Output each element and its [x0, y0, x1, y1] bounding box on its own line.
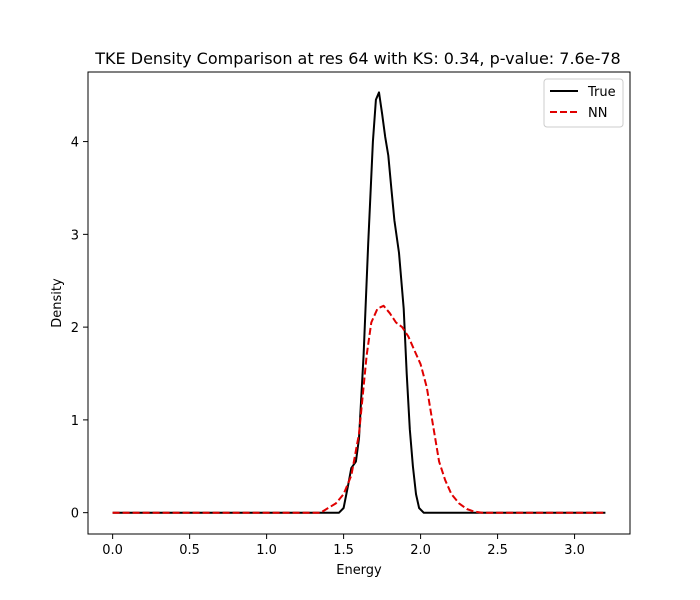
- x-axis-ticks: 0.0 0.5 1.0 1.5 2.0 2.5 3.0: [102, 534, 585, 558]
- y-axis-ticks: 0 1 2 3 4: [71, 136, 88, 522]
- series-layer: [112, 91, 606, 514]
- series-line-true: [112, 91, 606, 514]
- y-tick-label: 2: [71, 321, 79, 336]
- x-axis-label: Energy: [336, 563, 382, 578]
- x-tick-label: 0.0: [102, 543, 123, 558]
- y-tick-label: 1: [71, 414, 79, 429]
- legend: True NN: [543, 78, 624, 128]
- x-tick-label: 2.5: [487, 543, 508, 558]
- y-axis-label: Density: [50, 278, 65, 328]
- x-tick-label: 2.0: [410, 543, 431, 558]
- y-tick-label: 0: [71, 507, 79, 522]
- y-tick-label: 3: [71, 228, 79, 243]
- x-tick-label: 3.0: [564, 543, 585, 558]
- chart-title: TKE Density Comparison at res 64 with KS…: [94, 49, 620, 68]
- x-tick-label: 0.5: [179, 543, 200, 558]
- series-line-nn: [112, 304, 606, 514]
- x-tick-label: 1.0: [256, 543, 277, 558]
- y-tick-label: 4: [71, 136, 79, 151]
- legend-label-nn: NN: [588, 106, 607, 121]
- x-tick-label: 1.5: [333, 543, 354, 558]
- axes-frame: [87, 71, 631, 535]
- legend-label-true: True: [587, 85, 616, 100]
- plot-area: [87, 71, 631, 535]
